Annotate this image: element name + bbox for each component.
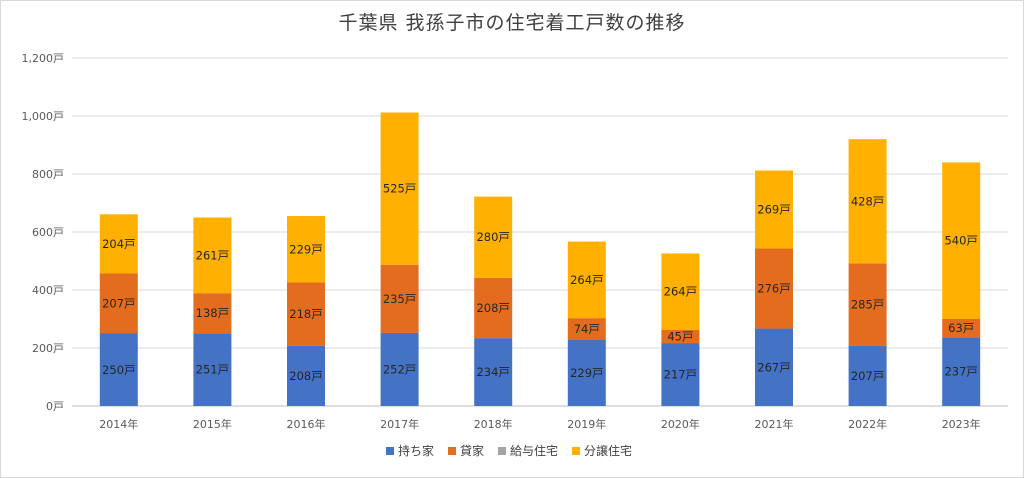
data-label: 235戸 [383, 292, 416, 306]
chart-title: 千葉県 我孫子市の住宅着工戸数の推移 [338, 12, 686, 34]
data-label: 208戸 [476, 301, 509, 315]
data-label: 252戸 [383, 362, 416, 376]
y-tick-label: 1,000戸 [22, 110, 65, 123]
bar-segment [755, 248, 793, 329]
bar-segment [380, 264, 419, 333]
bar-segment [99, 333, 138, 406]
bar-segment [848, 345, 887, 406]
data-label: 525戸 [383, 182, 416, 196]
legend-swatch [572, 447, 580, 455]
bar-segment [99, 214, 138, 274]
bar-segment [380, 332, 419, 406]
legend-swatch [448, 447, 456, 455]
bar-segment [942, 337, 981, 406]
legend-label: 貸家 [460, 443, 484, 458]
y-tick-label: 0戸 [46, 400, 64, 413]
y-tick-label: 400戸 [32, 284, 64, 297]
y-tick-label: 800戸 [32, 168, 64, 181]
data-label: 261戸 [196, 248, 229, 262]
data-label: 138戸 [196, 306, 229, 320]
bar-segment [848, 263, 887, 346]
x-tick-label: 2014年 [99, 417, 138, 431]
bar-segment [942, 162, 981, 319]
legend-label: 分譲住宅 [584, 443, 632, 458]
data-label: 276戸 [757, 282, 790, 296]
bar-segment [755, 170, 793, 249]
data-label: 229戸 [289, 242, 322, 256]
bar-segment [287, 216, 325, 283]
bar-segment [193, 217, 232, 294]
data-label: 237戸 [944, 365, 977, 379]
y-tick-label: 600戸 [32, 226, 64, 239]
bar-segment [567, 318, 606, 340]
data-label: 74戸 [574, 322, 600, 336]
data-label: 208戸 [289, 369, 322, 383]
data-label: 264戸 [570, 273, 603, 287]
data-label: 251戸 [196, 363, 229, 377]
legend-label: 持ち家 [398, 443, 434, 458]
bar-segment [474, 277, 513, 339]
legend-swatch [386, 447, 394, 455]
data-label: 428戸 [851, 194, 884, 208]
data-label: 234戸 [476, 365, 509, 379]
data-label: 285戸 [851, 298, 884, 312]
bar-segment [567, 241, 606, 319]
bar-segment [193, 333, 232, 406]
data-label: 207戸 [851, 369, 884, 383]
bar-segment [661, 253, 700, 331]
data-label: 267戸 [757, 360, 790, 374]
bar-segment [755, 328, 793, 406]
y-tick-label: 1,200戸 [22, 52, 65, 65]
bar-segment [287, 345, 325, 406]
data-label: 204戸 [102, 237, 135, 251]
bar-segment [567, 339, 606, 406]
bar-segment [848, 139, 887, 264]
bar-segment [287, 282, 325, 346]
x-tick-label: 2016年 [287, 417, 326, 431]
data-label: 280戸 [476, 230, 509, 244]
data-label: 250戸 [102, 363, 135, 377]
bar-segment [99, 273, 138, 334]
x-tick-label: 2018年 [474, 417, 513, 431]
data-label: 63戸 [948, 321, 974, 335]
bar-segment [380, 112, 419, 265]
data-label: 218戸 [289, 307, 322, 321]
x-tick-label: 2023年 [942, 417, 981, 431]
x-tick-label: 2017年 [380, 417, 419, 431]
bar-segment [942, 319, 981, 338]
legend-swatch [498, 447, 506, 455]
x-tick-label: 2019年 [567, 417, 606, 431]
data-label: 207戸 [102, 296, 135, 310]
legend-label: 給与住宅 [510, 443, 558, 458]
data-label: 45戸 [667, 330, 693, 344]
x-tick-label: 2021年 [755, 417, 794, 431]
x-tick-label: 2020年 [661, 417, 700, 431]
bar-segment [661, 343, 700, 406]
y-tick-label: 200戸 [32, 342, 64, 355]
data-label: 269戸 [757, 203, 790, 217]
bar-segment [193, 293, 232, 334]
bar-segment [474, 196, 513, 278]
bar-segment [474, 338, 513, 406]
bar-segment [661, 330, 700, 344]
data-label: 217戸 [664, 368, 697, 382]
data-label: 264戸 [664, 285, 697, 299]
data-label: 540戸 [944, 234, 977, 248]
data-label: 229戸 [570, 366, 603, 380]
x-tick-label: 2022年 [848, 417, 887, 431]
x-tick-label: 2015年 [193, 417, 232, 431]
